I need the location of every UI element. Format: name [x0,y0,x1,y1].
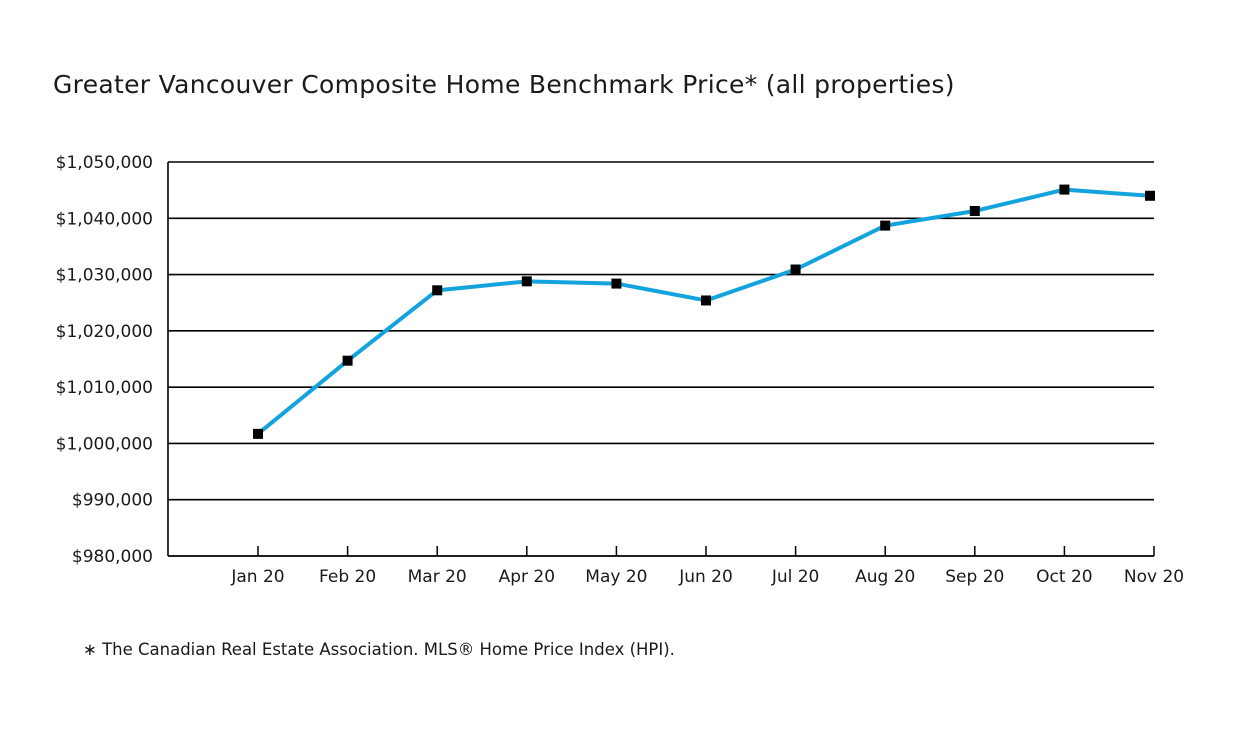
y-tick-label: $1,000,000 [56,434,153,454]
data-point-marker [1059,184,1070,195]
y-tick-label: $1,040,000 [56,209,153,229]
x-tick-label: Aug 20 [855,567,915,587]
y-axis-tick-labels: $1,050,000 $1,040,000 $1,030,000 $1,020,000… [56,153,153,567]
data-point-marker [432,285,443,296]
x-tick-label: Mar 20 [408,567,467,587]
data-point-marker [253,428,263,439]
data-point-marker [969,205,980,216]
data-point-marker [342,355,353,366]
chart-title: Greater Vancouver Composite Home Benchma… [53,70,955,99]
x-tick-label: Nov 20 [1124,567,1184,587]
x-tick-label: Oct 20 [1036,567,1092,587]
x-tick-label: May 20 [585,567,647,587]
gridlines [168,161,1154,501]
y-tick-label: $1,050,000 [56,153,153,173]
data-point-marker [701,295,711,306]
axes [167,162,1155,557]
data-point-marker [611,278,622,289]
data-point-marker [880,220,891,231]
series-line-path [256,187,1152,436]
source-footnote: ∗ The Canadian Real Estate Association. … [83,640,675,659]
x-tick-label: Jun 20 [678,567,733,587]
y-tick-label: $1,020,000 [56,322,153,342]
series-line [256,187,1152,436]
x-tick-label: Jul 20 [771,567,820,587]
data-markers [253,184,1155,439]
y-tick-label: $1,030,000 [56,266,153,286]
y-tick-label: $980,000 [72,547,153,567]
x-tick-label: Apr 20 [499,567,555,587]
x-tick-label: Feb 20 [319,567,376,587]
x-axis-tick-labels: Jan 20 Feb 20 Mar 20 Apr 20 May 20 Jun 20 Jul … [230,567,1184,587]
data-point-marker [1145,190,1155,201]
data-point-marker [521,276,532,287]
data-point-marker [790,264,801,275]
x-tick-label: Sep 20 [945,567,1004,587]
x-tick-label: Jan 20 [230,567,284,587]
y-tick-label: $990,000 [72,491,153,511]
y-tick-label: $1,010,000 [56,378,153,398]
